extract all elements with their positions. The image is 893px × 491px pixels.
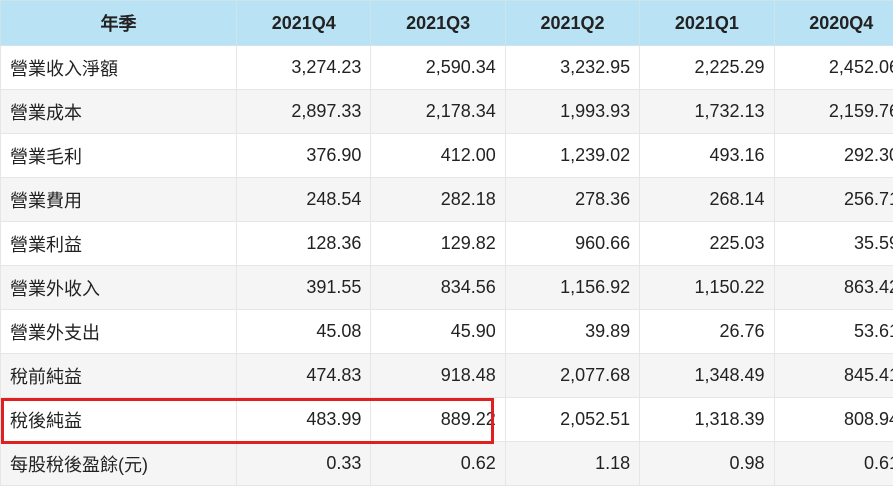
row-label: 營業外支出	[0, 309, 238, 354]
row-label: 營業收入淨額	[0, 45, 238, 90]
table-cell: 292.30	[773, 133, 893, 178]
table-cell: 863.42	[773, 265, 893, 310]
table-cell: 889.22	[370, 397, 506, 442]
table-cell: 45.08	[236, 309, 372, 354]
table-cell: 2,590.34	[370, 45, 506, 90]
row-label: 營業毛利	[0, 133, 238, 178]
table-cell: 2,452.06	[773, 45, 893, 90]
table-cell: 483.99	[236, 397, 372, 442]
table-row: 營業利益 128.36 129.82 960.66 225.03 35.59	[0, 221, 893, 266]
table-cell: 248.54	[236, 177, 372, 222]
table-cell: 1.18	[504, 441, 641, 486]
table-row: 營業成本 2,897.33 2,178.34 1,993.93 1,732.13…	[0, 89, 893, 134]
row-label: 稅前純益	[0, 353, 238, 398]
table-cell: 35.59	[773, 221, 893, 266]
table-cell: 53.61	[773, 309, 893, 354]
table-cell: 2,897.33	[236, 89, 372, 134]
table-row: 每股稅後盈餘(元) 0.33 0.62 1.18 0.98 0.61	[0, 441, 893, 486]
table-cell: 1,156.92	[504, 265, 641, 310]
table-cell: 1,239.02	[504, 133, 641, 178]
table-cell: 26.76	[639, 309, 775, 354]
table-cell: 412.00	[370, 133, 506, 178]
table-cell: 1,348.49	[639, 353, 775, 398]
table-cell: 129.82	[370, 221, 506, 266]
table-cell: 2,052.51	[504, 397, 641, 442]
row-label: 每股稅後盈餘(元)	[0, 441, 238, 486]
table-cell: 282.18	[370, 177, 506, 222]
table-row: 稅前純益 474.83 918.48 2,077.68 1,348.49 845…	[0, 353, 893, 398]
table-cell: 376.90	[236, 133, 372, 178]
row-label: 營業成本	[0, 89, 238, 134]
table-row: 營業外收入 391.55 834.56 1,156.92 1,150.22 86…	[0, 265, 893, 310]
table-cell: 278.36	[504, 177, 641, 222]
table-cell: 2,159.76	[773, 89, 893, 134]
column-header-2021q4: 2021Q4	[236, 0, 372, 46]
table-cell: 3,274.23	[236, 45, 372, 90]
table-cell: 918.48	[370, 353, 506, 398]
table-cell: 3,232.95	[504, 45, 641, 90]
column-header-2020q4: 2020Q4	[773, 0, 893, 46]
column-header-2021q3: 2021Q3	[370, 0, 506, 46]
table-cell: 474.83	[236, 353, 372, 398]
table-cell: 0.62	[370, 441, 506, 486]
table-cell: 0.61	[773, 441, 893, 486]
table-cell: 45.90	[370, 309, 506, 354]
table-cell: 391.55	[236, 265, 372, 310]
table-cell: 1,732.13	[639, 89, 775, 134]
table-cell: 834.56	[370, 265, 506, 310]
table-cell: 0.33	[236, 441, 372, 486]
column-header-2021q2: 2021Q2	[504, 0, 641, 46]
table-cell: 0.98	[639, 441, 775, 486]
table-cell: 1,993.93	[504, 89, 641, 134]
table-cell: 2,077.68	[504, 353, 641, 398]
table-cell: 2,225.29	[639, 45, 775, 90]
table-cell: 1,318.39	[639, 397, 775, 442]
table-cell: 845.41	[773, 353, 893, 398]
table-cell: 1,150.22	[639, 265, 775, 310]
table-header-row: 年季 2021Q4 2021Q3 2021Q2 2021Q1 2020Q4	[0, 0, 893, 46]
table-cell: 128.36	[236, 221, 372, 266]
row-label: 稅後純益	[0, 397, 238, 442]
table-cell: 2,178.34	[370, 89, 506, 134]
row-label: 營業費用	[0, 177, 238, 222]
column-header-period: 年季	[0, 0, 238, 46]
table-row: 營業費用 248.54 282.18 278.36 268.14 256.71	[0, 177, 893, 222]
table-cell: 39.89	[504, 309, 641, 354]
row-label: 營業利益	[0, 221, 238, 266]
table-row: 營業外支出 45.08 45.90 39.89 26.76 53.61	[0, 309, 893, 354]
table-cell: 268.14	[639, 177, 775, 222]
table-row-highlighted: 稅後純益 483.99 889.22 2,052.51 1,318.39 808…	[0, 397, 893, 442]
table-cell: 225.03	[639, 221, 775, 266]
table-cell: 960.66	[504, 221, 641, 266]
row-label: 營業外收入	[0, 265, 238, 310]
table-cell: 493.16	[639, 133, 775, 178]
table-row: 營業毛利 376.90 412.00 1,239.02 493.16 292.3…	[0, 133, 893, 178]
table-cell: 256.71	[773, 177, 893, 222]
column-header-2021q1: 2021Q1	[639, 0, 775, 46]
table-row: 營業收入淨額 3,274.23 2,590.34 3,232.95 2,225.…	[0, 45, 893, 90]
table-cell: 808.94	[773, 397, 893, 442]
